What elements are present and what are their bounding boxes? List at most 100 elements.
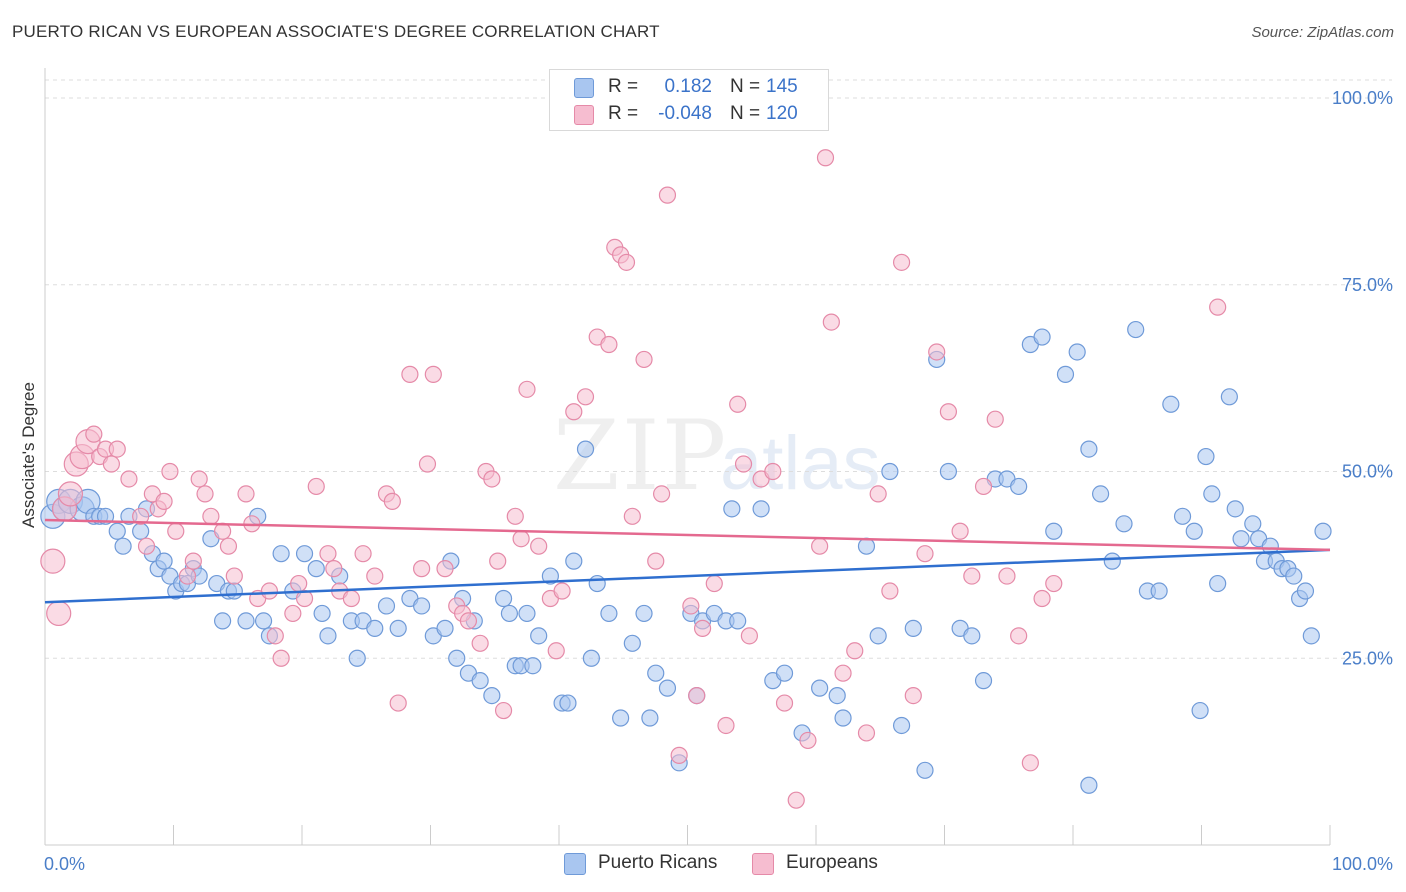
- data-point: [494, 701, 513, 720]
- legend-n-value: 145: [766, 76, 798, 97]
- data-point: [1209, 298, 1227, 316]
- data-point: [729, 395, 747, 413]
- data-point: [541, 567, 559, 585]
- data-point: [816, 149, 835, 167]
- data-point: [108, 440, 126, 458]
- trend-line-puerto-ricans: [44, 548, 1331, 604]
- data-point: [366, 567, 384, 585]
- data-point: [1232, 530, 1250, 548]
- bottom-legend-label: Puerto Ricans: [598, 852, 718, 873]
- data-point: [1045, 522, 1063, 540]
- data-point: [834, 664, 852, 682]
- data-point: [167, 522, 185, 540]
- data-point: [717, 716, 735, 735]
- data-point: [904, 619, 922, 637]
- data-point: [811, 537, 829, 555]
- data-point: [120, 470, 138, 488]
- data-point: [1261, 537, 1279, 555]
- data-point: [869, 627, 887, 645]
- data-point: [1302, 627, 1320, 645]
- data-point: [623, 507, 641, 525]
- legend-row-puerto-ricans: R = 0.182 N = 145: [550, 74, 828, 100]
- data-point: [483, 686, 501, 705]
- data-point: [1209, 574, 1227, 593]
- data-point: [822, 313, 840, 331]
- trend-lines: [44, 518, 1331, 604]
- data-point: [383, 492, 401, 510]
- data-point: [1244, 515, 1262, 533]
- data-point: [582, 649, 600, 667]
- data-point: [892, 253, 911, 271]
- data-point: [225, 567, 243, 585]
- data-point: [102, 455, 120, 473]
- data-point: [1080, 776, 1098, 794]
- data-point: [254, 612, 273, 630]
- legend-n-label: N =: [730, 103, 761, 124]
- data-point: [857, 537, 876, 555]
- legend-swatch-pink: [574, 105, 594, 125]
- data-point: [266, 627, 284, 645]
- data-point: [524, 657, 542, 675]
- data-point: [576, 440, 595, 458]
- data-point: [635, 604, 653, 623]
- data-point: [986, 410, 1004, 428]
- legend-n-label: N =: [730, 76, 761, 97]
- bottom-legend-swatch-blue: [564, 853, 586, 875]
- data-point: [723, 500, 741, 518]
- data-point: [530, 627, 548, 645]
- data-point: [869, 485, 887, 503]
- data-point: [155, 492, 173, 510]
- data-point: [424, 365, 442, 383]
- data-point: [418, 455, 437, 473]
- data-point: [734, 455, 753, 473]
- data-point: [775, 664, 794, 682]
- data-point: [1103, 552, 1121, 570]
- data-point: [892, 716, 911, 735]
- data-point: [1314, 522, 1332, 540]
- chart-title: PUERTO RICAN VS EUROPEAN ASSOCIATE'S DEG…: [12, 22, 660, 41]
- data-point: [483, 470, 501, 488]
- data-point: [413, 560, 431, 578]
- data-point: [811, 679, 829, 697]
- data-point: [295, 545, 314, 563]
- data-point: [436, 619, 454, 637]
- data-point: [547, 642, 565, 660]
- data-point: [658, 679, 677, 697]
- y-tick-label: 50.0%: [1342, 462, 1393, 482]
- data-point: [213, 522, 232, 540]
- data-point: [272, 545, 290, 563]
- data-point: [974, 477, 993, 496]
- legend-r-label: R =: [608, 103, 639, 124]
- data-point: [559, 694, 577, 712]
- y-tick-label: 25.0%: [1342, 648, 1393, 668]
- data-point: [1173, 507, 1192, 525]
- data-point: [600, 335, 618, 354]
- series-europeans: [40, 149, 1227, 809]
- data-point: [834, 709, 852, 727]
- data-point: [471, 672, 489, 690]
- data-point: [225, 582, 243, 600]
- data-point: [1115, 515, 1133, 533]
- data-point: [389, 619, 407, 637]
- data-point: [401, 365, 419, 383]
- data-point: [132, 522, 150, 540]
- data-point: [647, 552, 665, 570]
- data-point: [459, 612, 478, 630]
- data-point: [916, 545, 934, 563]
- data-point: [705, 574, 723, 593]
- data-point: [46, 600, 72, 627]
- data-point: [1127, 320, 1145, 339]
- data-point: [506, 507, 524, 525]
- data-point: [290, 574, 308, 593]
- data-point: [775, 694, 794, 712]
- data-point: [436, 560, 454, 578]
- data-point: [1033, 328, 1051, 346]
- data-point: [881, 582, 899, 600]
- data-point: [377, 597, 396, 615]
- data-point: [881, 462, 899, 481]
- data-point: [500, 604, 519, 623]
- data-point: [40, 548, 66, 574]
- data-point: [1068, 343, 1086, 361]
- data-point: [688, 686, 706, 705]
